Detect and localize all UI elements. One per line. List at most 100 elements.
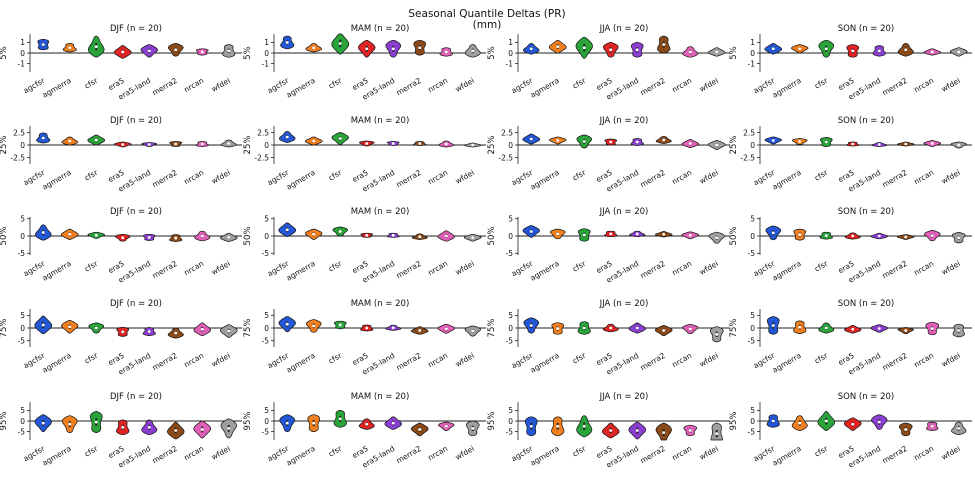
x-tick-label: cfsr [327, 75, 344, 90]
violin-median [68, 232, 72, 236]
x-tick-label: nrcan [182, 76, 205, 94]
violin-median [285, 228, 289, 232]
x-tick-label: merra2 [881, 259, 909, 281]
violin-median [418, 235, 422, 239]
y-tick-label: 5 [20, 406, 25, 415]
panel-title: SON (n = 20) [838, 24, 895, 34]
violin-median [798, 47, 802, 51]
figure-subtitle: (mm) [473, 19, 502, 31]
x-tick-label: nrcan [912, 444, 935, 462]
violin-median [471, 143, 475, 147]
violin-median [798, 421, 802, 425]
violin-median [174, 429, 178, 432]
violin-median [930, 142, 934, 145]
y-tick-label: 5 [750, 311, 755, 320]
violin-median [957, 426, 961, 430]
violin-median [957, 50, 961, 54]
x-tick-label: nrcan [426, 168, 449, 186]
panel-title: MAM (n = 20) [351, 116, 410, 126]
y-tick-label: 1 [264, 38, 269, 47]
y-tick-label: -5 [748, 336, 756, 345]
violin-median [365, 142, 369, 145]
y-tick-label: 0 [264, 49, 269, 58]
violin-median [41, 136, 45, 140]
x-tick-label: merra2 [151, 168, 179, 190]
violin-median [147, 235, 151, 239]
violin-median [877, 327, 881, 330]
violin-median [851, 327, 855, 331]
x-tick-label: cfsr [83, 258, 100, 273]
violin-median [200, 50, 204, 54]
violin-median [444, 50, 448, 54]
violin-median [824, 419, 828, 423]
y-axis-label: 5% [243, 46, 253, 60]
violin-median [94, 233, 98, 237]
violin-median [877, 420, 881, 424]
violin-median [312, 421, 316, 425]
x-tick-label: agmerra [41, 168, 73, 192]
x-tick-label: cfsr [813, 350, 830, 365]
violin-median [68, 325, 72, 329]
x-tick-label: nrcan [182, 351, 205, 369]
x-tick-label: nrcan [912, 259, 935, 277]
violin-median [121, 143, 125, 146]
violin-median [556, 45, 560, 49]
y-tick-label: 1 [20, 38, 25, 47]
violin-median [68, 139, 72, 143]
x-tick-label: nrcan [426, 444, 449, 462]
x-tick-label: merra2 [395, 76, 423, 98]
panel-title: JJA (n = 20) [599, 207, 649, 217]
violin-median [471, 426, 475, 430]
y-axis-label: 5% [487, 46, 497, 60]
x-tick-label: merra2 [639, 168, 667, 190]
violin-median [338, 42, 342, 45]
panel-title: MAM (n = 20) [351, 207, 410, 217]
x-tick-label: cfsr [83, 350, 100, 365]
y-tick-label: -5 [262, 336, 270, 345]
violin-median [391, 233, 395, 237]
violin-median [662, 138, 666, 142]
violin-median [930, 327, 934, 330]
panel-title: SON (n = 20) [838, 116, 895, 126]
y-tick-label: 0 [20, 324, 25, 333]
violin-median [227, 426, 231, 430]
violin-median [121, 50, 125, 54]
x-tick-label: nrcan [670, 351, 693, 369]
violin-median [147, 143, 151, 146]
panel-title: SON (n = 20) [838, 299, 895, 309]
panel-title: JJA (n = 20) [599, 299, 649, 309]
y-axis-label: 25% [487, 136, 497, 155]
panel-title: MAM (n = 20) [351, 24, 410, 34]
violin-median [338, 137, 342, 140]
violin-median [771, 47, 775, 51]
violin-median [147, 425, 151, 429]
violin-median [609, 326, 613, 330]
x-tick-label: cfsr [83, 167, 100, 182]
violin-median [662, 431, 666, 435]
violin-median [824, 234, 828, 238]
y-tick-label: 5 [20, 311, 25, 320]
x-tick-label: nrcan [182, 444, 205, 462]
x-tick-label: agmerra [285, 351, 317, 375]
y-tick-label: -1 [506, 59, 514, 68]
violin-median [957, 143, 961, 147]
violin-median [688, 233, 692, 237]
violin-median [824, 140, 828, 144]
violin-median [556, 424, 560, 428]
x-tick-label: cfsr [571, 258, 588, 273]
violin-median [200, 428, 204, 431]
x-tick-label: merra2 [881, 351, 909, 373]
violin-median [418, 428, 422, 431]
violin-median [556, 139, 560, 142]
y-tick-label: 0 [750, 417, 755, 426]
x-tick-label: merra2 [151, 76, 179, 98]
x-tick-label: agmerra [529, 351, 561, 375]
x-tick-label: cfsr [813, 258, 830, 273]
violin-median [391, 326, 395, 330]
violin-median [930, 424, 934, 428]
violin-median [365, 326, 369, 330]
y-axis-label: 25% [243, 136, 253, 155]
